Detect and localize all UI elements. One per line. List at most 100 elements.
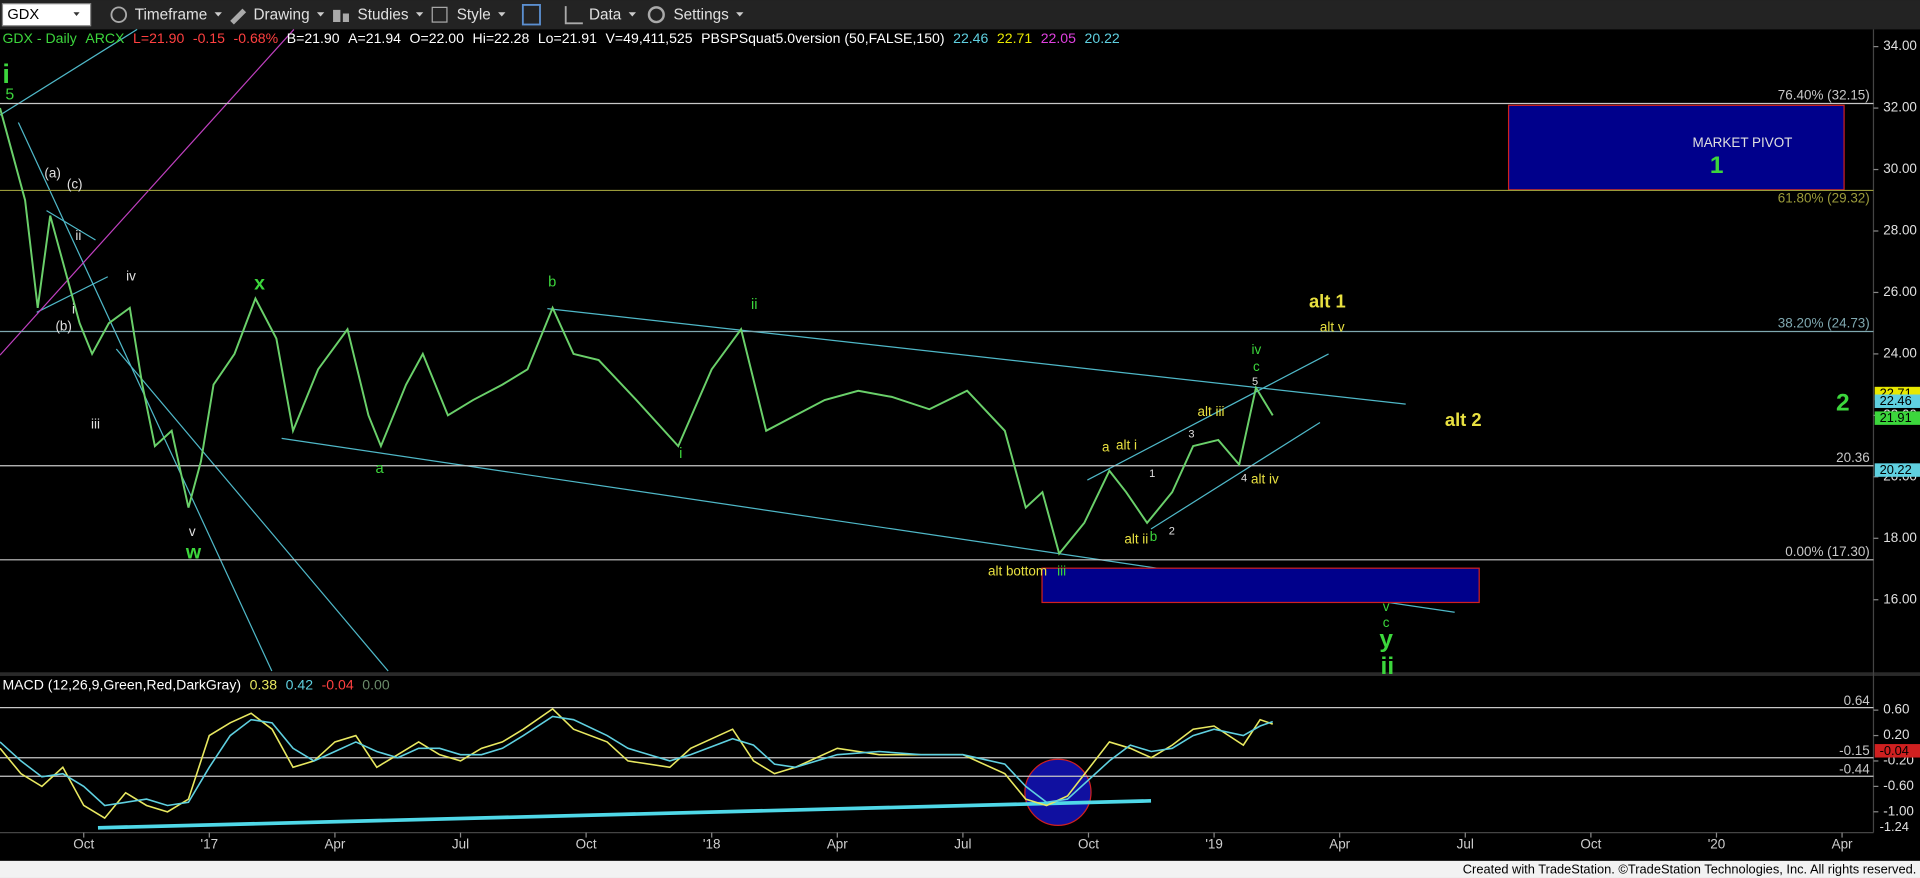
- header-text: -0.15: [193, 30, 225, 46]
- settings-icon: [647, 6, 665, 24]
- wave-label: v: [1383, 599, 1390, 614]
- support-box: [1041, 567, 1480, 604]
- x-tick-label: '18: [703, 836, 721, 851]
- trendline: [1087, 353, 1329, 481]
- wave-label: 4: [1241, 473, 1247, 485]
- header-text: ARCX: [85, 30, 125, 46]
- menu-item[interactable]: Drawing: [253, 6, 309, 23]
- trendline: [46, 210, 96, 241]
- wave-label: iv: [126, 268, 136, 283]
- header-text: -0.68%: [234, 30, 279, 46]
- price-tag: [1874, 394, 1920, 408]
- wave-label: a: [1102, 440, 1110, 455]
- panel-separator: [0, 672, 1920, 676]
- wave-label: b: [548, 275, 556, 291]
- level-label: 61.80% (29.32): [1778, 191, 1870, 206]
- wave-label: 3: [1188, 429, 1194, 441]
- wave-label: alt iii: [1198, 404, 1225, 419]
- wave-label: 1: [1710, 152, 1724, 179]
- x-tick-label: '19: [1205, 836, 1223, 851]
- dropdown-arrow: [316, 12, 325, 17]
- header-text: L=21.90: [133, 30, 184, 46]
- trendline: [0, 28, 138, 116]
- header-text: 20.22: [1085, 30, 1120, 46]
- y-tick-label: 18.00: [1883, 530, 1917, 545]
- level-label: -0.44: [1839, 762, 1870, 777]
- dropdown-arrow: [736, 12, 744, 17]
- header-text: A=21.94: [348, 30, 401, 46]
- x-tick-label: Oct: [73, 836, 94, 851]
- price-tag-label: 21.91: [1880, 410, 1912, 425]
- wave-label: w: [185, 542, 202, 564]
- dropdown-arrow: [214, 12, 222, 17]
- menu-item[interactable]: Style: [457, 6, 491, 23]
- wave-label: b: [1150, 529, 1157, 544]
- x-tick-label: Jul: [452, 836, 469, 851]
- footer-text: Created with TradeStation. ©TradeStation…: [1463, 861, 1917, 876]
- x-tick-label: Oct: [576, 836, 597, 851]
- price-tag-label: 22.46: [1880, 393, 1912, 408]
- x-tick-label: Oct: [1580, 836, 1601, 851]
- wave-label: ii: [751, 297, 758, 313]
- level-label: 0.64: [1844, 693, 1871, 708]
- header-text: 0.42: [286, 676, 314, 692]
- market-pivot-box: [1507, 104, 1845, 191]
- wave-label: v: [189, 524, 196, 539]
- x-tick-label: '20: [1708, 836, 1726, 851]
- header-text: MACD (12,26,9,Green,Red,DarkGray): [2, 676, 241, 692]
- data-line: [0, 715, 1273, 807]
- x-tick-label: Jul: [954, 836, 971, 851]
- wave-label: ii: [75, 228, 81, 243]
- x-tick-label: Apr: [1329, 836, 1350, 851]
- y-tick-label: 0.20: [1883, 727, 1909, 742]
- header-text: GDX - Daily: [2, 30, 77, 46]
- wave-label: 2: [1836, 390, 1850, 417]
- wave-label: i: [2, 59, 9, 89]
- y-tick-label: 28.00: [1883, 223, 1917, 238]
- wave-label: a: [376, 461, 385, 477]
- level-label: 38.20% (24.73): [1778, 316, 1870, 331]
- wave-label: (b): [55, 319, 71, 334]
- studies-icon: [333, 9, 349, 23]
- trendline: [1150, 421, 1321, 530]
- y-tick-label: -1.00: [1883, 803, 1914, 818]
- menu-item[interactable]: Studies: [358, 6, 409, 23]
- data-icon: [564, 6, 583, 25]
- wave-label: alt iv: [1251, 472, 1279, 487]
- dropdown-arrow: [498, 12, 506, 17]
- level-label: 0.00% (17.30): [1785, 544, 1870, 559]
- y-tick-label: 0.60: [1883, 702, 1909, 717]
- y-tick-label: 34.00: [1883, 38, 1917, 53]
- trendline: [115, 348, 389, 672]
- header-text: 22.46: [953, 30, 988, 46]
- wave-label: (a): [44, 165, 60, 180]
- symbol-box[interactable]: [1, 3, 92, 27]
- macd-highlight: [1024, 758, 1092, 826]
- symbol-input[interactable]: GDX: [7, 7, 39, 23]
- price-tag: [1874, 463, 1920, 477]
- header-text: Lo=21.91: [538, 30, 597, 46]
- header-text: Hi=22.28: [473, 30, 530, 46]
- wave-label: alt bottom: [988, 563, 1047, 578]
- menu-item[interactable]: Data: [589, 6, 622, 23]
- x-tick-label: Apr: [324, 836, 345, 851]
- menu-item[interactable]: Settings: [673, 6, 729, 23]
- layout-icon[interactable]: [521, 3, 541, 26]
- level-label: -0.15: [1839, 743, 1870, 758]
- menu-item[interactable]: Timeframe: [135, 6, 208, 23]
- wave-label: alt ii: [1124, 532, 1148, 547]
- x-tick-label: Apr: [827, 836, 848, 851]
- wave-label: (c): [67, 176, 83, 191]
- dropdown-arrow: [415, 12, 424, 17]
- header-text: V=49,411,525: [606, 30, 693, 46]
- dropdown-arrow: [628, 12, 636, 17]
- drawing-icon: [230, 8, 247, 25]
- wave-label: 5: [5, 87, 14, 104]
- y-tick-label: 30.00: [1883, 161, 1917, 176]
- macd-trendline: [97, 799, 1152, 830]
- price-tag-label: -0.04: [1880, 743, 1909, 758]
- y-tick-label: 16.00: [1883, 591, 1917, 606]
- price-tag-label: 20.22: [1880, 462, 1912, 477]
